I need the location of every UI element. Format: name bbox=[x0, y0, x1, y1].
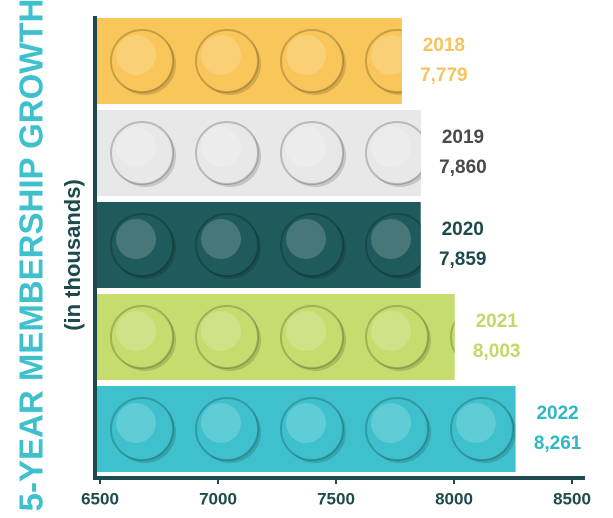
stud bbox=[280, 121, 344, 185]
stud-highlight bbox=[201, 35, 241, 75]
stud-highlight bbox=[201, 403, 241, 443]
stud bbox=[110, 121, 174, 185]
stud-highlight bbox=[116, 311, 156, 351]
stud-highlight bbox=[116, 35, 156, 75]
stud bbox=[195, 397, 259, 461]
stud bbox=[450, 397, 514, 461]
stud-highlight bbox=[286, 35, 326, 75]
stud-highlight bbox=[456, 403, 496, 443]
stud bbox=[365, 305, 429, 369]
stud bbox=[365, 397, 429, 461]
stud-highlight bbox=[201, 311, 241, 351]
stud-highlight bbox=[371, 127, 411, 167]
stud bbox=[110, 29, 174, 93]
stud-highlight bbox=[201, 219, 241, 259]
stud bbox=[110, 397, 174, 461]
chart-subtitle: (in thousands) bbox=[60, 179, 85, 331]
stud bbox=[195, 305, 259, 369]
stud-highlight bbox=[371, 311, 411, 351]
bar-studs bbox=[110, 305, 455, 371]
x-tick-label: 8500 bbox=[553, 489, 591, 508]
stud-highlight bbox=[116, 219, 156, 259]
stud-highlight bbox=[371, 35, 402, 75]
x-tick-label: 7000 bbox=[199, 489, 237, 508]
value-label: 7,860 bbox=[439, 157, 487, 178]
stud bbox=[280, 29, 344, 93]
bar-studs bbox=[110, 121, 421, 187]
bar-studs bbox=[110, 213, 421, 279]
category-label: 2022 bbox=[536, 403, 578, 424]
stud bbox=[195, 213, 259, 277]
stud bbox=[195, 29, 259, 93]
chart-title: 5-YEAR MEMBERSHIP GROWTH bbox=[13, 0, 50, 511]
stud-highlight bbox=[201, 127, 241, 167]
stud bbox=[280, 397, 344, 461]
stud bbox=[110, 305, 174, 369]
stud bbox=[280, 305, 344, 369]
stud-highlight bbox=[371, 403, 411, 443]
value-label: 7,779 bbox=[420, 65, 468, 86]
stud bbox=[110, 213, 174, 277]
value-label: 8,261 bbox=[534, 433, 582, 454]
stud bbox=[280, 213, 344, 277]
value-label: 7,859 bbox=[439, 249, 487, 270]
category-label: 2018 bbox=[423, 35, 465, 56]
stud-highlight bbox=[116, 127, 156, 167]
stud-highlight bbox=[286, 127, 326, 167]
bar-studs bbox=[110, 29, 402, 95]
stud-highlight bbox=[371, 219, 411, 259]
stud-highlight bbox=[116, 403, 156, 443]
x-tick-label: 8000 bbox=[435, 489, 473, 508]
bar-studs bbox=[110, 397, 516, 463]
stud-highlight bbox=[286, 311, 326, 351]
stud bbox=[195, 121, 259, 185]
x-tick-label: 6500 bbox=[81, 489, 119, 508]
category-label: 2020 bbox=[442, 219, 484, 240]
stud bbox=[365, 213, 421, 277]
stud-highlight bbox=[286, 219, 326, 259]
stud bbox=[450, 320, 455, 354]
value-label: 8,003 bbox=[473, 341, 521, 362]
category-label: 2019 bbox=[442, 127, 484, 148]
stud-highlight bbox=[286, 403, 326, 443]
stud bbox=[365, 121, 421, 185]
stud bbox=[365, 29, 402, 93]
x-tick-label: 7500 bbox=[317, 489, 355, 508]
category-label: 2021 bbox=[476, 311, 519, 332]
